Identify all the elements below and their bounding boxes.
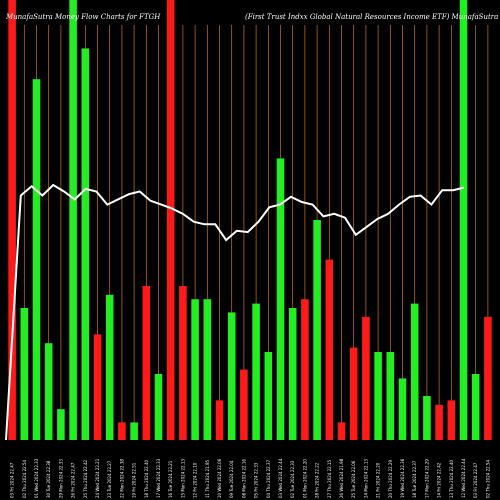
money-flow-bar — [240, 369, 248, 440]
money-flow-bar — [20, 308, 29, 440]
money-flow-bar — [215, 400, 224, 440]
x-tick-label: 03 Fri 2024 22.47 — [473, 462, 478, 498]
money-flow-bar — [203, 299, 212, 440]
x-tick-label: 24 Wed 2024 22.21 — [95, 458, 100, 498]
x-tick-label: 29 Mon 2024 22.33 — [58, 459, 63, 498]
x-tick-label: 25 Tue 2024 22.06 — [351, 460, 356, 498]
money-flow-bar — [410, 303, 419, 440]
money-flow-bar — [8, 0, 16, 440]
money-flow-bar — [179, 286, 187, 440]
money-flow-bar — [264, 352, 273, 440]
money-flow-bar — [130, 422, 138, 440]
x-tick-label: 15 Mon 2024 22.13 — [180, 459, 185, 498]
x-tick-label: 17 Wed 2024 22.33 — [156, 458, 161, 498]
x-tick-label: 03 Wed 2024 22.44 — [278, 458, 283, 498]
money-flow-bar — [325, 259, 334, 440]
money-flow-bar — [337, 422, 346, 440]
money-flow-bar — [105, 294, 114, 440]
x-tick-label: 14 Fri 2024 22.42 — [437, 462, 442, 498]
x-tick-label: 18 Tue 2024 22.37 — [412, 460, 417, 498]
x-tick-label: 04 Thu 2024 22.37 — [266, 459, 271, 498]
money-flow-bar — [276, 158, 285, 440]
x-tick-label: 08 Mon 2024 22.16 — [241, 459, 246, 498]
money-flow-bar — [423, 396, 431, 440]
x-tick-label: 25 Thu 2024 22.42 — [83, 459, 88, 498]
x-tick-label: 03 Fri 2024 22.47 — [10, 462, 15, 498]
x-tick-label: 21 Fri 2024 22.20 — [376, 462, 381, 498]
x-tick-label: 24 Mon 2024 22.13 — [363, 459, 368, 498]
x-tick-label: 18 Thu 2024 22.40 — [144, 459, 149, 498]
money-flow-bars — [8, 0, 492, 441]
money-flow-bar — [44, 343, 53, 440]
x-tick-label: 19 Fri 2024 22.51 — [132, 462, 137, 498]
money-flow-bar — [154, 374, 163, 440]
money-flow-bar — [32, 79, 41, 440]
chart-title: MunafaSutra Money Flow Charts for FTGH — [5, 13, 161, 21]
money-flow-bar — [166, 0, 175, 440]
x-tick-label: 01 Mon 2024 22.20 — [302, 459, 307, 498]
money-flow-bar — [69, 0, 77, 440]
chart-subtitle: (First Trust Indxx Global Natural Resour… — [245, 13, 498, 21]
money-flow-bar — [398, 378, 407, 440]
x-tick-label: 26 Fri 2024 22.47 — [71, 462, 76, 498]
x-tick-label: 26 Wed 2024 21.98 — [339, 458, 344, 498]
money-flow-bar — [288, 308, 297, 440]
money-flow-bar — [471, 374, 480, 440]
money-flow-bar — [301, 299, 309, 440]
x-tick-label: 13 Thu 2024 22.40 — [449, 459, 454, 498]
x-tick-label: 05 Fri 2024 22.33 — [254, 462, 259, 498]
x-tick-label: 28 Fri 2024 22.22 — [315, 462, 320, 498]
x-tick-label: 02 Tue 2024 22.33 — [290, 460, 295, 498]
money-flow-bar — [118, 422, 126, 440]
money-flow-bar — [57, 409, 65, 440]
x-tick-label: 02 Thu 2024 22.54 — [22, 459, 27, 498]
money-flow-bar — [93, 334, 102, 440]
x-tick-label: 12 Fri 2024 22.10 — [193, 462, 198, 498]
x-tick-label: 01 Wed 2024 22.33 — [34, 458, 39, 498]
x-tick-label: 10 Wed 2024 22.06 — [217, 458, 222, 498]
money-flow-bar — [386, 352, 395, 440]
money-flow-bar — [142, 286, 151, 440]
money-flow-bar — [81, 48, 90, 441]
money-flow-bar — [459, 0, 468, 440]
x-tick-label: 17 Mon 2024 22.29 — [424, 459, 429, 498]
money-flow-bar — [313, 220, 321, 440]
price-line — [5, 183, 465, 441]
x-tick-label: 30 Tue 2024 22.38 — [46, 460, 51, 498]
x-tick-label: 23 Tue 2024 22.27 — [107, 460, 112, 498]
money-flow-bar — [484, 316, 492, 440]
x-tick-label: 27 Thu 2024 22.15 — [327, 459, 332, 498]
x-tick-label: 19 Wed 2024 22.36 — [400, 458, 405, 498]
money-flow-bar — [227, 312, 236, 440]
x-tick-label: 02 Thu 2024 22.54 — [485, 459, 490, 498]
x-tick-label: 22 Mon 2024 22.38 — [119, 459, 124, 498]
money-flow-bar — [374, 352, 382, 440]
x-tick-label: 11 Thu 2024 21.95 — [205, 459, 210, 498]
money-flow-bar — [435, 404, 443, 440]
money-flow-bar — [252, 303, 260, 440]
x-tick-label: 09 Tue 2024 22.04 — [229, 460, 234, 498]
x-tick-label: 12 Wed 2024 22.44 — [461, 458, 466, 498]
x-tick-labels: 03 Fri 2024 22.47 02 Thu 2024 22.54 01 Wed… — [10, 458, 491, 498]
money-flow-bar — [349, 347, 358, 440]
money-flow-bar — [447, 400, 456, 440]
x-tick-label: 16 Tue 2024 22.21 — [168, 460, 173, 498]
money-flow-bar — [362, 316, 370, 440]
money-flow-bar — [191, 299, 199, 440]
x-tick-label: 20 Thu 2024 22.29 — [388, 459, 393, 498]
